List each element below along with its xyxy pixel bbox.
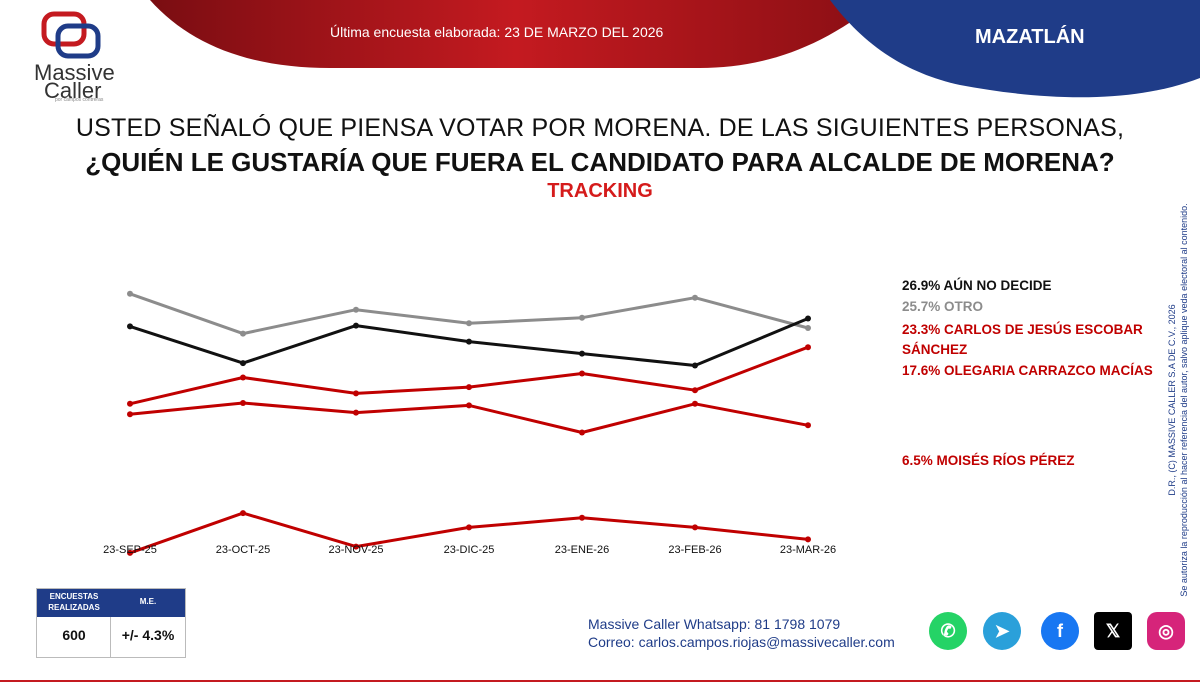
x-tick-label: 23-OCT-25 [216,544,270,556]
tracking-chart: 23-SEP-25 23-OCT-25 23-NOV-25 23-DIC-25 23-E… [103,290,836,556]
whatsapp-number[interactable]: 81 1798 1079 [754,616,841,632]
whatsapp-icon[interactable]: ✆ [929,612,967,650]
series-line-0 [129,292,809,336]
sample-divider [110,617,111,657]
x-tick-label: 23-ENE-26 [555,544,609,556]
sample-header: ENCUESTAS REALIZADAS M.E. [37,589,185,617]
data-point-0-3 [466,320,472,327]
x-icon[interactable]: 𝕏 [1094,612,1132,650]
data-point-4-2 [353,543,359,550]
data-point-4-0 [127,549,133,556]
x-tick-label: 23-DIC-25 [444,544,495,556]
data-point-1-1 [240,360,246,367]
instagram-icon[interactable]: ◎ [1147,612,1185,650]
data-point-0-4 [579,314,585,321]
facebook-icon[interactable]: f [1041,612,1079,650]
x-tick-label: 23-SEP-25 [103,544,157,556]
legend-olegaria-carrazco: 17.6% OLEGARIA CARRAZCO MACÍAS [902,363,1153,378]
data-point-1-6 [805,315,811,322]
data-point-1-4 [579,350,585,357]
email-label: Correo: [588,634,635,650]
whatsapp-contact: Massive Caller Whatsapp: 81 1798 1079 [588,616,840,632]
data-point-3-2 [353,409,359,416]
data-point-0-1 [240,330,246,337]
data-point-2-2 [353,390,359,397]
data-point-0-2 [353,306,359,313]
copyright-line-1: D.R., (C) MASSIVE CALLER S.A DE C.V., 20… [1167,304,1177,496]
copyright-line-2: Se autoriza la reproducción al hacer ref… [1179,203,1189,597]
data-point-0-6 [805,325,811,331]
data-point-3-3 [466,402,472,409]
sample-header-me: M.E. [139,597,157,606]
email-address[interactable]: carlos.campos.riojas@massivecaller.com [638,634,895,650]
telegram-icon[interactable]: ➤ [983,612,1021,650]
sample-header-encuestas: ENCUESTAS [49,592,99,601]
logo-tagline: por campos contreras [55,97,104,103]
header-banner [41,0,1200,98]
legend-otro: 25.7% OTRO [902,299,984,314]
logo-text-caller: Caller [44,78,102,103]
legend-carlos-escobar-cont: SÁNCHEZ [902,342,968,357]
data-point-2-3 [466,384,472,391]
tracking-label: TRACKING [547,180,653,202]
sample-count: 600 [62,627,86,643]
sample-info-box: ENCUESTAS REALIZADAS M.E. 600 +/- 4.3% [36,588,186,658]
x-tick-label: 23-MAR-26 [780,544,836,556]
data-point-1-0 [127,323,133,330]
data-point-3-4 [579,429,585,436]
data-point-2-5 [692,387,698,394]
legend-undecided: 26.9% AÚN NO DECIDE [902,278,1052,293]
whatsapp-label: Massive Caller Whatsapp: [588,616,751,632]
legend-carlos-escobar: 23.3% CARLOS DE JESÚS ESCOBAR [902,322,1143,337]
logo-text-massive: Massive [34,60,115,85]
header-blue-band [830,0,1200,98]
copyright-vertical: D.R., (C) MASSIVE CALLER S.A DE C.V., 20… [1166,203,1190,596]
sample-header-realizadas: REALIZADAS [48,603,100,612]
x-tick-label: 23-NOV-25 [328,544,383,556]
data-point-4-3 [466,524,472,531]
data-point-0-5 [692,294,698,301]
data-point-3-0 [127,411,133,418]
data-point-2-6 [805,344,811,351]
series-line-2 [129,345,809,406]
data-point-1-2 [353,322,359,329]
data-point-2-1 [240,374,246,381]
margin-of-error: +/- 4.3% [121,627,175,643]
question-line-1: USTED SEÑALÓ QUE PIENSA VOTAR POR MORENA… [75,114,1125,142]
question-line-2: ¿QUIÉN LE GUSTARÍA QUE FUERA EL CANDIDAT… [85,147,1115,177]
data-point-2-4 [579,370,585,377]
data-point-4-4 [579,514,585,521]
data-point-3-1 [240,400,246,406]
x-tick-label: 23-FEB-26 [668,544,721,556]
data-point-4-5 [692,524,698,531]
bottom-rule [0,680,1200,682]
data-point-2-0 [127,400,133,407]
data-point-1-3 [466,338,472,345]
data-point-1-5 [692,362,698,369]
data-point-4-1 [240,510,246,517]
data-point-0-0 [127,290,133,297]
data-point-3-5 [692,400,698,407]
legend-moises-rios: 6.5% MOISÉS RÍOS PÉREZ [902,453,1075,468]
survey-date: Última encuesta elaborada: 23 DE MARZO D… [330,24,664,40]
logo-icon [41,11,101,59]
email-contact: Correo: carlos.campos.riojas@massivecall… [588,634,895,650]
data-point-4-6 [805,536,811,543]
header-red-band [150,0,880,68]
data-point-3-6 [805,422,811,429]
city-label: MAZATLÁN [975,26,1085,48]
